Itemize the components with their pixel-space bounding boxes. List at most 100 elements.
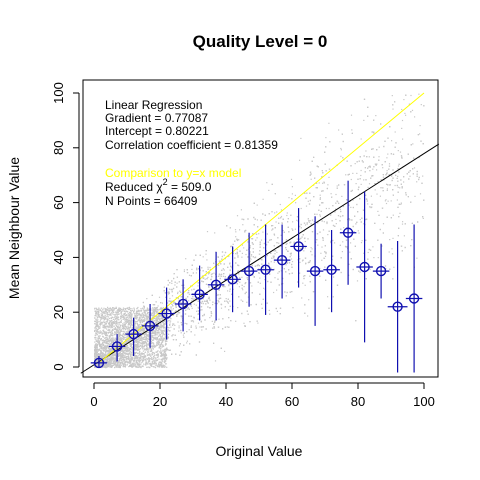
cloud-point <box>404 246 406 249</box>
cloud-point <box>125 344 127 346</box>
cloud-point <box>316 187 318 189</box>
cloud-point <box>209 307 211 309</box>
cloud-point <box>275 221 277 223</box>
cloud-point <box>348 218 350 220</box>
cloud-point <box>358 160 360 162</box>
cloud-point <box>135 358 137 360</box>
cloud-point <box>336 200 338 202</box>
cloud-point <box>322 182 324 184</box>
cloud-point <box>235 320 237 322</box>
cloud-point <box>188 308 190 310</box>
cloud-point <box>224 286 226 288</box>
cloud-point <box>318 182 320 184</box>
cloud-point <box>186 331 188 333</box>
cloud-point <box>206 300 208 303</box>
cloud-point <box>247 241 249 243</box>
cloud-point <box>386 157 388 159</box>
cloud-point <box>410 245 412 247</box>
cloud-point <box>180 322 182 324</box>
cloud-point <box>241 256 243 258</box>
cloud-point <box>389 239 391 241</box>
cloud-point <box>228 326 230 328</box>
cloud-point <box>197 285 199 287</box>
cloud-point <box>210 278 212 281</box>
cloud-point <box>362 209 365 211</box>
cloud-point <box>402 221 404 223</box>
cloud-point <box>229 262 231 264</box>
cloud-point <box>307 315 309 317</box>
cloud-point <box>227 301 229 303</box>
cloud-point <box>332 224 335 227</box>
cloud-point <box>335 208 337 210</box>
cloud-point <box>179 343 181 345</box>
cloud-point <box>400 155 403 157</box>
cloud-point <box>226 225 228 227</box>
cloud-point <box>349 251 351 253</box>
cloud-point <box>269 313 271 315</box>
cloud-point <box>156 326 158 329</box>
cloud-point <box>232 243 234 245</box>
cloud-point <box>188 329 190 331</box>
cloud-point <box>319 231 321 233</box>
cloud-point <box>138 364 140 366</box>
cloud-point <box>325 170 327 172</box>
cloud-point <box>213 327 216 329</box>
cloud-point <box>98 340 100 342</box>
cloud-point <box>337 215 340 217</box>
cloud-point <box>176 286 178 288</box>
cloud-point <box>376 163 378 165</box>
cloud-point <box>422 143 424 145</box>
cloud-point <box>147 322 149 324</box>
cloud-point <box>297 249 299 251</box>
cloud-point <box>168 333 170 335</box>
cloud-point <box>107 339 109 341</box>
cloud-point <box>360 221 362 223</box>
cloud-point <box>418 176 420 179</box>
cloud-point <box>207 302 209 304</box>
cloud-point <box>340 149 342 151</box>
cloud-point <box>180 329 182 332</box>
cloud-point <box>196 310 198 312</box>
cloud-point <box>256 265 258 267</box>
cloud-point <box>362 161 364 163</box>
cloud-point <box>291 193 293 195</box>
cloud-point <box>359 193 361 195</box>
cloud-point <box>222 328 224 330</box>
cloud-point <box>359 178 361 180</box>
cloud-point <box>368 183 371 185</box>
cloud-point <box>160 302 162 304</box>
cloud-point <box>163 290 165 292</box>
cloud-point <box>387 153 389 155</box>
cloud-point <box>158 296 161 298</box>
cloud-point <box>270 252 272 254</box>
cloud-point <box>114 357 116 359</box>
cloud-point <box>283 231 285 233</box>
cloud-point <box>170 320 172 322</box>
cloud-point <box>319 275 321 277</box>
cloud-point <box>285 295 287 297</box>
cloud-point <box>274 277 276 279</box>
cloud-point <box>369 206 371 208</box>
cloud-point <box>224 276 226 278</box>
cloud-point <box>363 252 365 254</box>
cloud-point <box>342 140 344 143</box>
cloud-point <box>239 229 241 231</box>
cloud-point <box>168 288 171 290</box>
cloud-point <box>336 187 338 189</box>
cloud-point <box>384 265 387 267</box>
cloud-point <box>419 193 422 195</box>
cloud-point <box>405 94 407 96</box>
cloud-point <box>114 345 116 347</box>
cloud-point <box>404 112 406 114</box>
cloud-point <box>255 239 257 241</box>
cloud-point <box>374 183 376 185</box>
cloud-point <box>282 230 284 232</box>
cloud-point <box>129 364 131 367</box>
cloud-point <box>305 262 307 264</box>
cloud-point <box>291 263 293 266</box>
cloud-point <box>318 209 320 211</box>
cloud-point <box>144 335 146 337</box>
cloud-point <box>113 353 115 355</box>
cloud-point <box>184 313 187 315</box>
cloud-point <box>310 250 312 253</box>
